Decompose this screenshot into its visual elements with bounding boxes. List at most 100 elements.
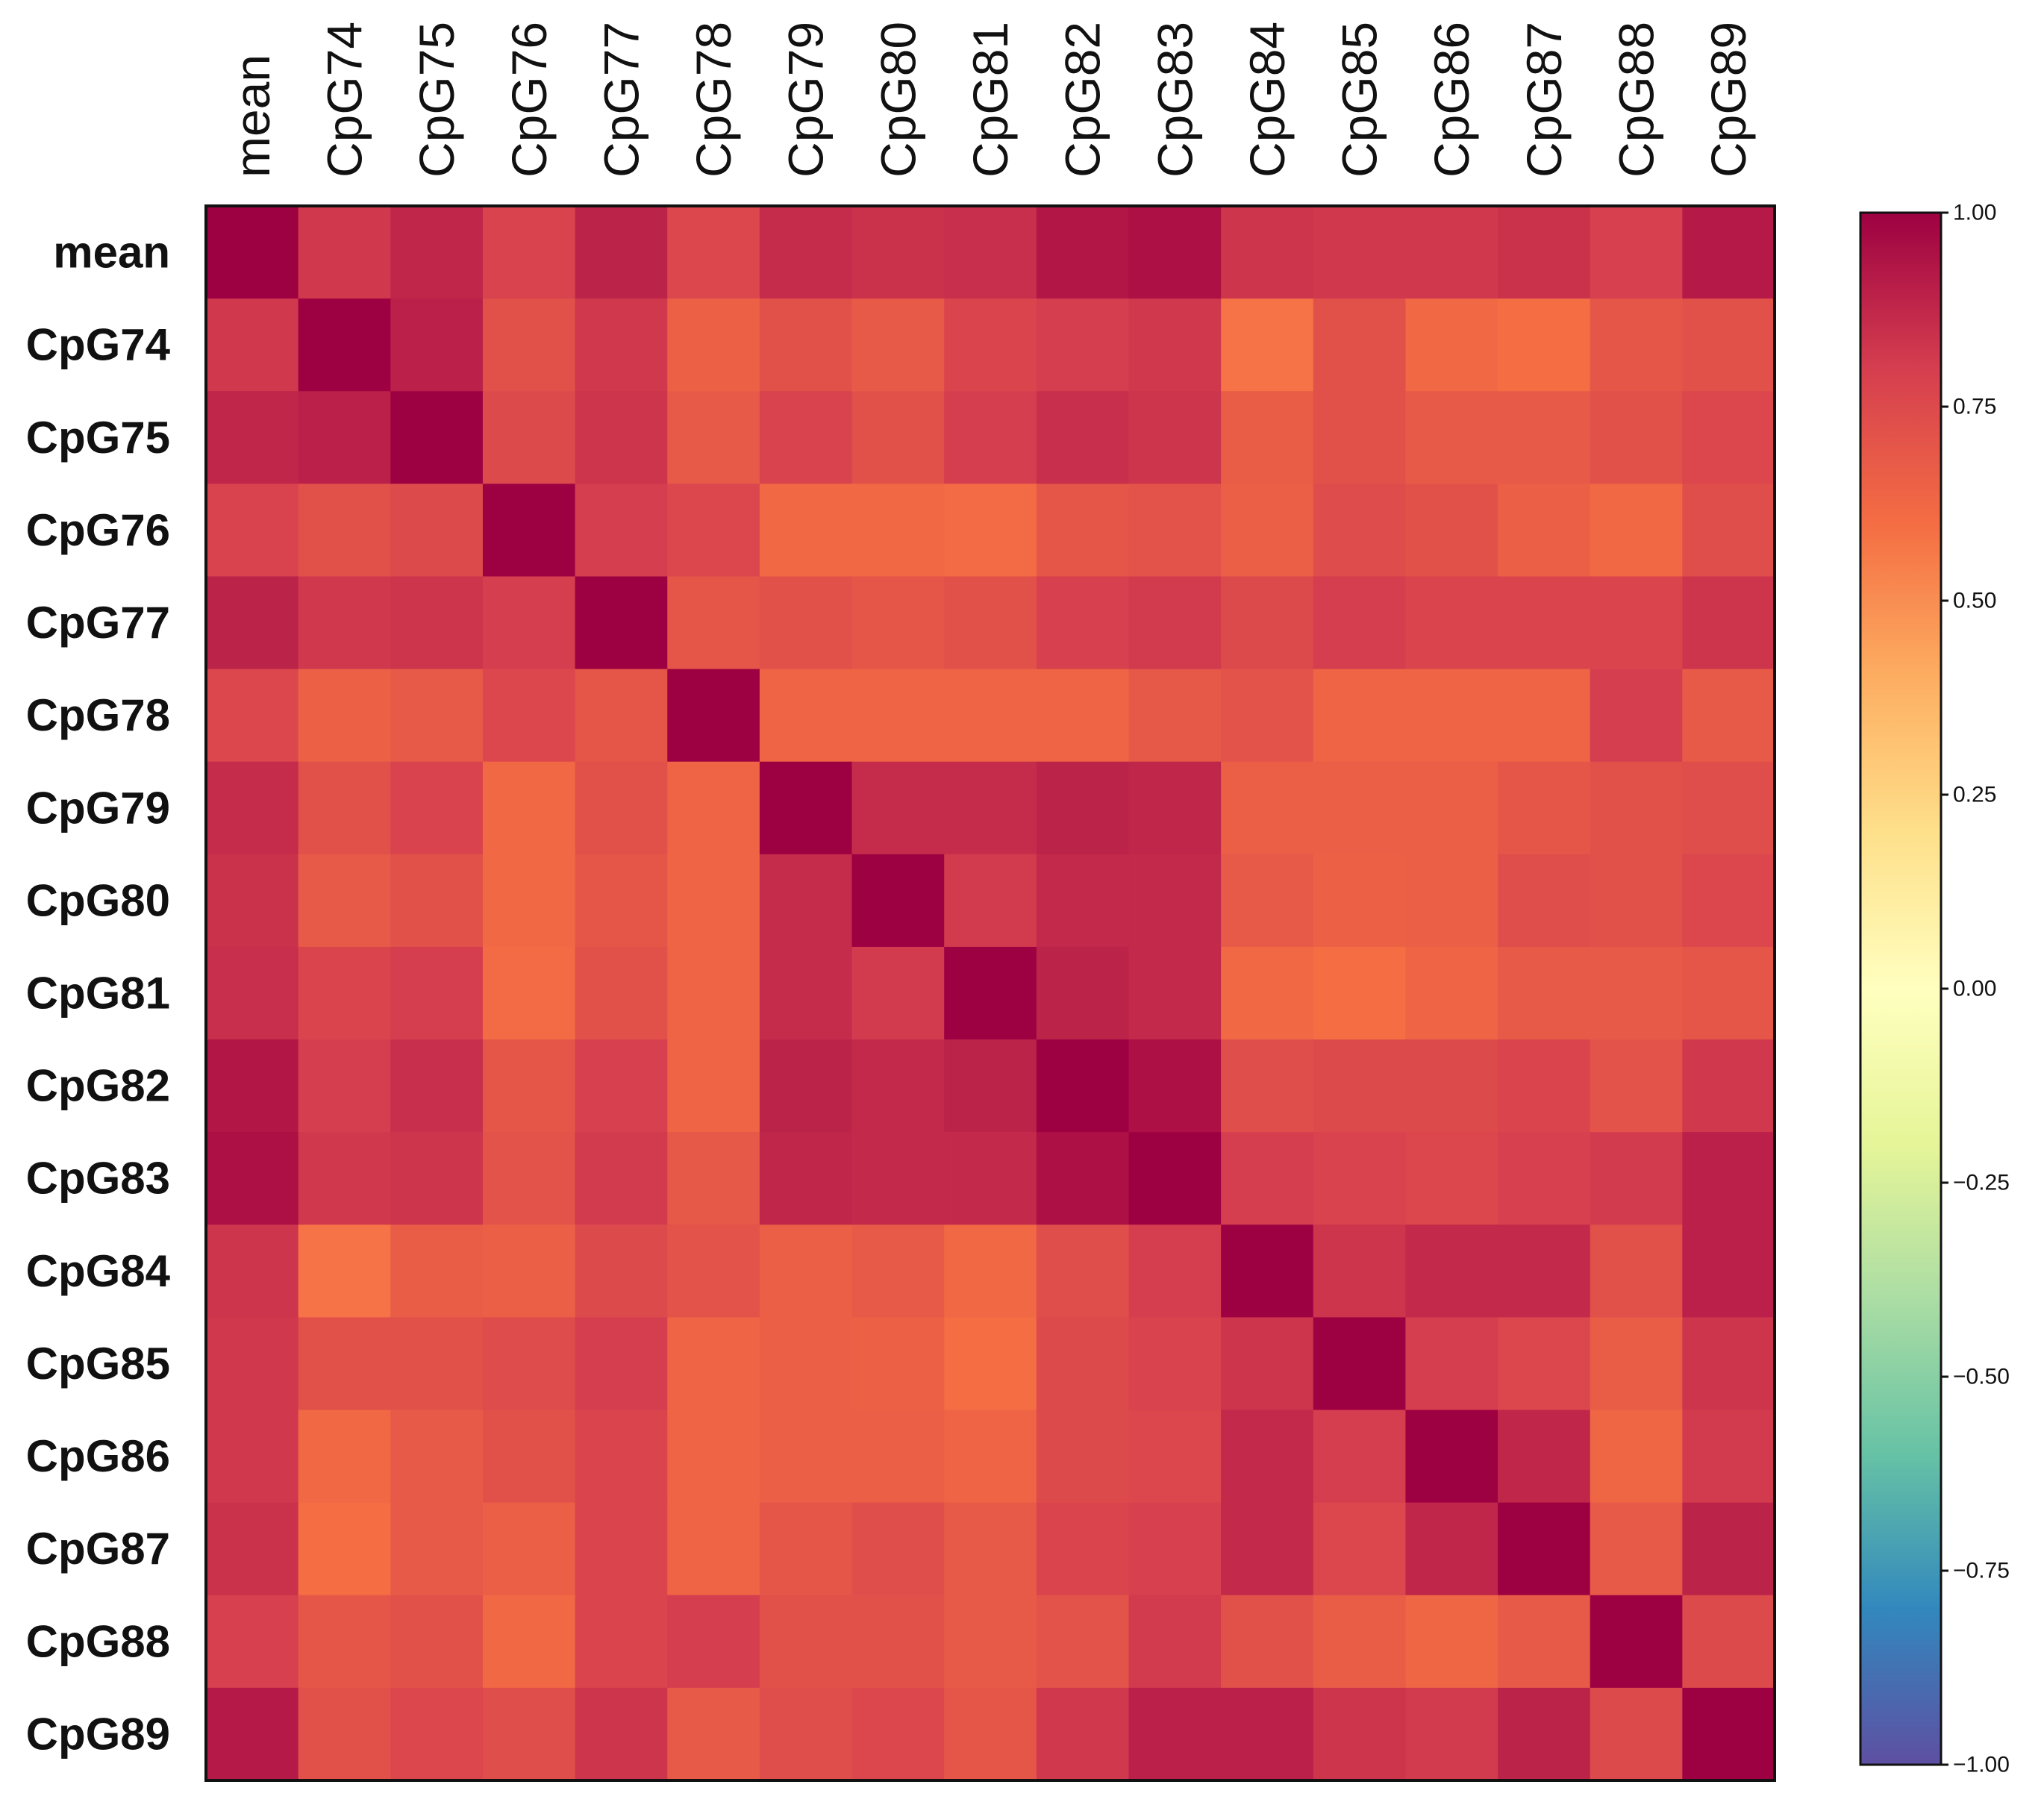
heatmap-cell — [1590, 1595, 1683, 1689]
heatmap-cell — [1128, 1502, 1222, 1596]
heatmap-cell — [1313, 391, 1407, 484]
heatmap-cell — [1498, 1317, 1591, 1411]
heatmap-cell — [759, 298, 853, 392]
heatmap-cell — [1590, 1132, 1683, 1225]
colorbar-gradient — [1859, 211, 1943, 1766]
colorbar-tick-label: −0.75 — [1953, 1559, 2010, 1583]
row-label: CpG76 — [26, 505, 170, 555]
column-label: CpG88 — [1609, 22, 1664, 178]
heatmap-cell — [1036, 484, 1130, 578]
heatmap-cell — [575, 1039, 668, 1133]
heatmap-cell — [575, 1132, 668, 1225]
heatmap-cell — [1221, 391, 1314, 484]
row-label: CpG85 — [26, 1339, 170, 1389]
heatmap-cell — [851, 206, 945, 299]
heatmap-cell — [1313, 854, 1407, 948]
heatmap-cell — [1590, 391, 1683, 484]
colorbar-tick-label: 0.25 — [1953, 783, 1996, 807]
row-label: CpG81 — [26, 969, 170, 1019]
heatmap-cell — [1221, 206, 1314, 299]
heatmap-cell — [944, 1410, 1037, 1504]
heatmap-cell — [206, 1132, 299, 1225]
heatmap-cell — [1128, 669, 1222, 763]
heatmap-cell — [298, 669, 391, 763]
heatmap-cell — [944, 484, 1037, 578]
heatmap-cell — [575, 946, 668, 1040]
heatmap-cell — [1221, 1595, 1314, 1689]
heatmap-cell — [482, 576, 576, 670]
heatmap-cell — [851, 484, 945, 578]
heatmap-cell — [1313, 1410, 1407, 1504]
heatmap-cell — [851, 1502, 945, 1596]
heatmap-cell — [575, 1224, 668, 1318]
column-labels: mean CpG74 CpG75 CpG76 CpG77 CpG78 CpG79 CpG80 C… — [225, 22, 1756, 178]
heatmap-cell — [1128, 1317, 1222, 1411]
row-label: CpG80 — [26, 875, 170, 925]
heatmap-cell — [1498, 669, 1591, 763]
row-label: mean — [53, 228, 170, 278]
heatmap-cell — [1682, 1595, 1775, 1689]
row-label: CpG77 — [26, 598, 170, 648]
heatmap-cell — [1498, 1595, 1591, 1689]
column-label: CpG83 — [1147, 22, 1202, 178]
heatmap-cell — [851, 1687, 945, 1781]
heatmap-cell — [1128, 761, 1222, 855]
heatmap-cell — [1036, 946, 1130, 1040]
heatmap-cell — [206, 1410, 299, 1504]
heatmap-cell — [944, 1502, 1037, 1596]
column-label: CpG80 — [870, 22, 925, 178]
column-label: CpG85 — [1332, 22, 1387, 178]
heatmap-cell — [1036, 1595, 1130, 1689]
heatmap-cell — [667, 1410, 760, 1504]
heatmap-cell — [1221, 854, 1314, 948]
heatmap-cell — [1036, 1039, 1130, 1133]
heatmap-cell — [482, 484, 576, 578]
heatmap-cell — [1313, 1132, 1407, 1225]
heatmap-cell — [1682, 206, 1775, 299]
heatmap-cell — [482, 298, 576, 392]
heatmap-cell — [1313, 1039, 1407, 1133]
heatmap-cell — [1036, 391, 1130, 484]
heatmap-cell — [1405, 206, 1498, 299]
heatmap-cell — [390, 1132, 484, 1225]
column-label: CpG87 — [1516, 22, 1572, 178]
colorbar-tick-label: 0.75 — [1953, 395, 1996, 419]
heatmap-cell — [759, 484, 853, 578]
heatmap-cell — [759, 391, 853, 484]
heatmap-cell — [667, 298, 760, 392]
heatmap-cell — [667, 576, 760, 670]
heatmap-cell — [944, 946, 1037, 1040]
heatmap-cell — [759, 576, 853, 670]
heatmap-cell — [482, 1132, 576, 1225]
heatmap-cell — [1313, 1224, 1407, 1318]
heatmap-cell — [206, 669, 299, 763]
heatmap-cell — [1590, 1224, 1683, 1318]
heatmap-cell — [851, 1132, 945, 1225]
heatmap-cell — [1221, 1039, 1314, 1133]
heatmap-cell — [390, 576, 484, 670]
heatmap-cell — [1221, 1687, 1314, 1781]
heatmap-cell — [390, 1687, 484, 1781]
heatmap-cell — [944, 854, 1037, 948]
heatmap-cell — [944, 669, 1037, 763]
heatmap-cell — [759, 946, 853, 1040]
heatmap-cell — [1498, 1502, 1591, 1596]
heatmap-cell — [298, 1687, 391, 1781]
heatmap-cell — [944, 1595, 1037, 1689]
heatmap-cell — [851, 854, 945, 948]
colorbar-tick-label: 1.00 — [1953, 201, 1996, 225]
heatmap-cell — [206, 576, 299, 670]
heatmap-cell — [759, 1039, 853, 1133]
heatmap-cell — [667, 1595, 760, 1689]
heatmap-cell — [667, 1687, 760, 1781]
heatmap-cell — [206, 946, 299, 1040]
heatmap-cell — [390, 1410, 484, 1504]
row-label: CpG84 — [26, 1246, 171, 1296]
heatmap-cell — [482, 761, 576, 855]
heatmap-cell — [1682, 1502, 1775, 1596]
heatmap-cell — [1313, 946, 1407, 1040]
heatmap-cell — [1405, 391, 1498, 484]
heatmap-cell — [1221, 484, 1314, 578]
column-label: CpG81 — [963, 22, 1018, 178]
heatmap-cell — [390, 669, 484, 763]
